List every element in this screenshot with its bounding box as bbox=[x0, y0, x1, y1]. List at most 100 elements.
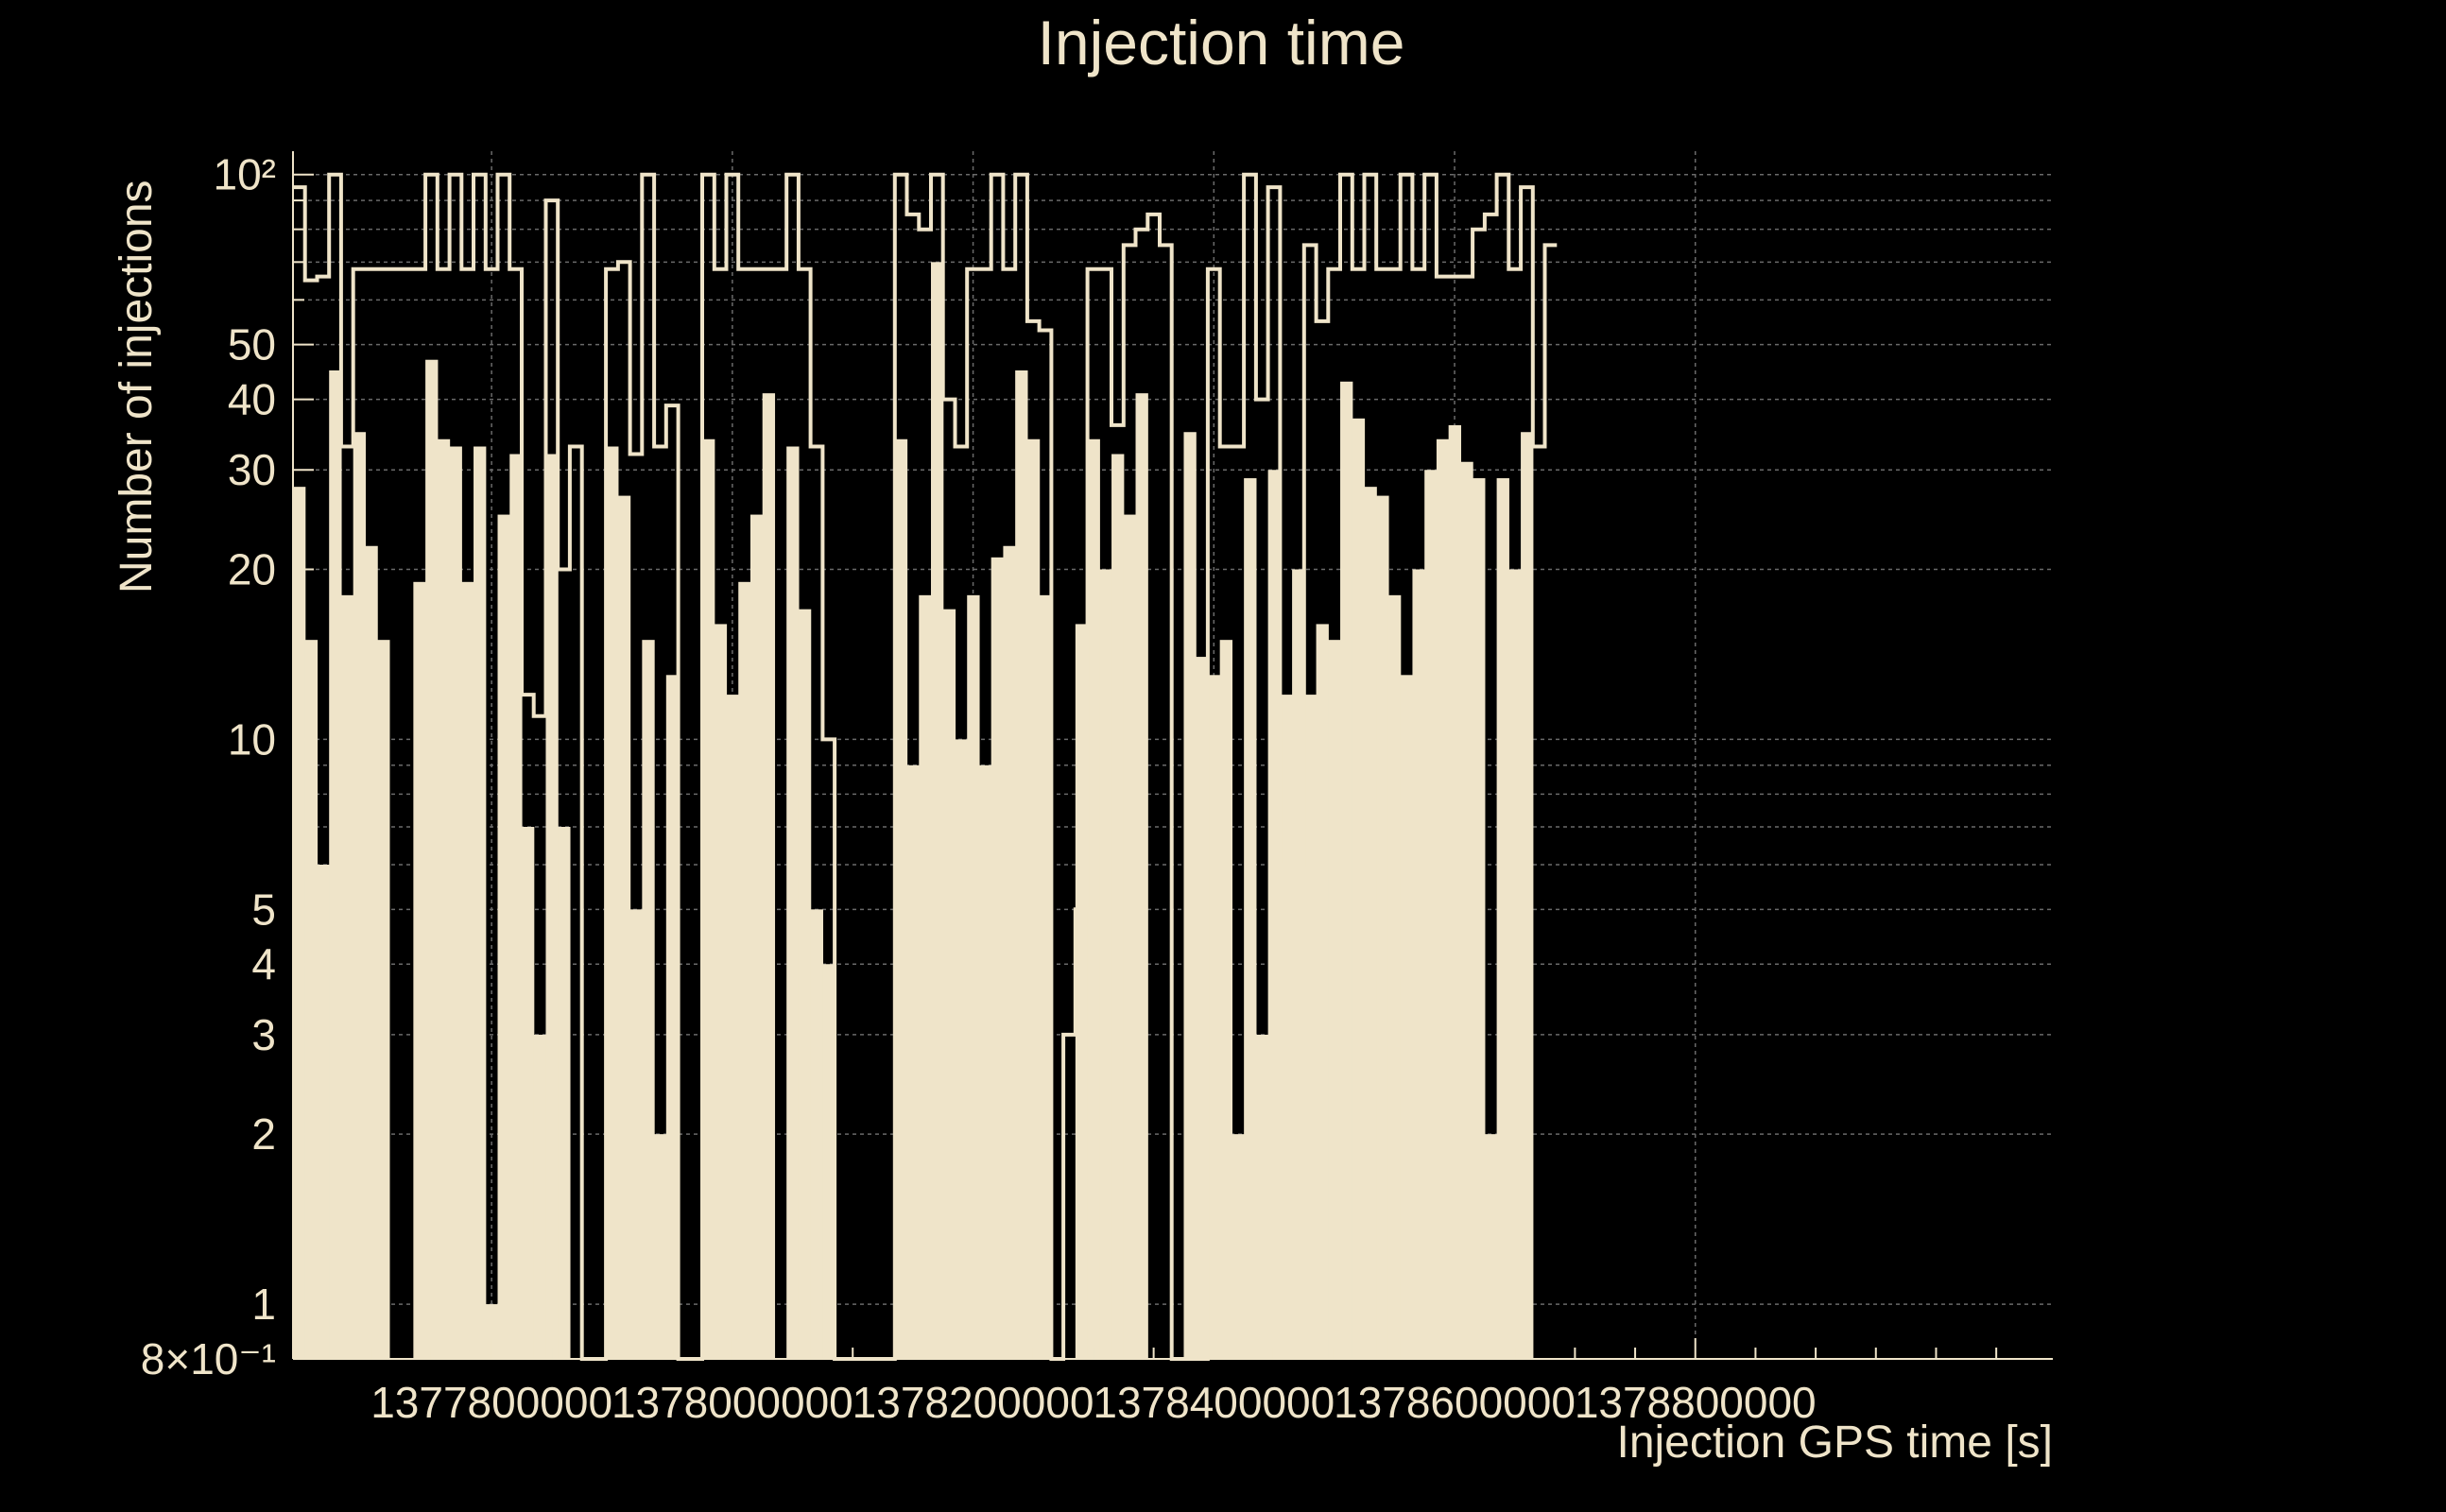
chart-title: Injection time bbox=[1038, 8, 1405, 77]
histogram-bar bbox=[1508, 569, 1522, 1359]
histogram-bar bbox=[1340, 381, 1353, 1359]
histogram-bar bbox=[317, 865, 330, 1359]
histogram-bar bbox=[978, 765, 992, 1359]
y-tick-label: 30 bbox=[228, 445, 276, 494]
x-axis-ticks: 1377800000137800000013782000001378400000… bbox=[310, 1338, 1998, 1427]
histogram-bar bbox=[665, 675, 680, 1359]
histogram-bar bbox=[340, 594, 354, 1359]
histogram-bar bbox=[798, 609, 812, 1359]
histogram-bar bbox=[762, 393, 776, 1360]
histogram-bar bbox=[1232, 1134, 1245, 1359]
histogram-bar bbox=[449, 446, 462, 1359]
y-tick-label: 20 bbox=[228, 544, 276, 593]
histogram-bar bbox=[1436, 438, 1450, 1359]
histogram-bar bbox=[1087, 438, 1100, 1359]
histogram-bar bbox=[1135, 393, 1148, 1360]
histogram-bar bbox=[1364, 487, 1377, 1359]
histogram-bar bbox=[822, 964, 835, 1359]
histogram-bar bbox=[1412, 569, 1425, 1359]
histogram-bar bbox=[1303, 695, 1318, 1359]
x-tick-label: 1378800000 bbox=[1575, 1378, 1817, 1427]
histogram-bar bbox=[413, 581, 426, 1359]
histogram-bar bbox=[293, 487, 306, 1359]
histogram-bar bbox=[1003, 545, 1016, 1359]
histogram-bar bbox=[425, 359, 439, 1359]
histogram-bar bbox=[1219, 640, 1233, 1359]
histogram-bar bbox=[606, 446, 619, 1359]
histogram-bar bbox=[931, 262, 944, 1360]
histogram-bar bbox=[521, 826, 535, 1359]
histogram-bar bbox=[329, 370, 342, 1359]
histogram-bar bbox=[1473, 478, 1486, 1359]
x-tick-label: 1378200000 bbox=[853, 1378, 1094, 1427]
histogram-bar bbox=[1123, 514, 1137, 1359]
y-tick-label: 3 bbox=[251, 1010, 276, 1059]
histogram-bar bbox=[786, 446, 800, 1359]
x-tick-label: 1378000000 bbox=[612, 1378, 853, 1427]
histogram-bar bbox=[304, 640, 319, 1359]
histogram-bar bbox=[906, 765, 920, 1359]
histogram-bar bbox=[1015, 370, 1028, 1359]
histogram-bar bbox=[1424, 470, 1438, 1359]
y-tick-label: 5 bbox=[251, 885, 276, 934]
histogram-bar bbox=[810, 909, 823, 1359]
y-tick-label: 10² bbox=[214, 150, 276, 199]
histogram-bar bbox=[1207, 675, 1221, 1359]
y-tick-label: 8×10⁻¹ bbox=[141, 1334, 276, 1383]
histogram-bar bbox=[1026, 438, 1041, 1359]
histogram-bar bbox=[1352, 418, 1366, 1359]
x-axis-label: Injection GPS time [s] bbox=[1616, 1418, 2053, 1468]
histogram-bar bbox=[1075, 624, 1089, 1359]
histogram-bar bbox=[1196, 657, 1209, 1359]
histogram-bar bbox=[1111, 454, 1125, 1359]
histogram-bar bbox=[1255, 1034, 1269, 1359]
histogram-bar bbox=[1099, 569, 1112, 1359]
y-tick-label: 40 bbox=[228, 375, 276, 424]
histogram-bar bbox=[1183, 432, 1197, 1359]
histogram-bar bbox=[474, 446, 487, 1359]
histogram-bar bbox=[1484, 1134, 1498, 1359]
histogram-bar bbox=[967, 594, 980, 1359]
histogram-bar bbox=[749, 514, 764, 1359]
y-tick-label: 1 bbox=[251, 1280, 276, 1329]
histogram-bar bbox=[1039, 594, 1052, 1359]
plot-frame bbox=[292, 151, 2053, 1360]
filled-histogram bbox=[293, 262, 1534, 1360]
histogram-bar bbox=[642, 640, 655, 1359]
histogram-bar bbox=[629, 909, 643, 1359]
histogram-bar bbox=[1267, 470, 1281, 1359]
histogram-bar bbox=[461, 581, 474, 1359]
histogram-bar bbox=[485, 1304, 499, 1359]
histogram-bar bbox=[365, 545, 378, 1359]
histogram-bar bbox=[738, 581, 751, 1359]
histogram-bar bbox=[377, 640, 390, 1359]
histogram-bar bbox=[714, 624, 728, 1359]
histogram-bar bbox=[1387, 594, 1402, 1359]
histogram-bar bbox=[726, 695, 739, 1359]
histogram-bar bbox=[545, 454, 559, 1359]
histogram-bar bbox=[1292, 569, 1305, 1359]
histogram-bar bbox=[1521, 432, 1534, 1359]
histogram-bar bbox=[1244, 478, 1257, 1359]
histogram-bar bbox=[558, 826, 571, 1359]
histogram-bar bbox=[353, 432, 367, 1359]
histogram-bar bbox=[1280, 695, 1293, 1359]
histogram-bar bbox=[919, 594, 932, 1359]
histogram-bar bbox=[497, 514, 510, 1359]
y-axis-ticks: 10² 50 40 30 20 10 5 4 3 2 1 8×10⁻¹ bbox=[141, 150, 314, 1383]
histogram-bar bbox=[894, 438, 908, 1359]
y-tick-label: 4 bbox=[251, 939, 276, 988]
histogram-bar bbox=[617, 495, 631, 1359]
x-tick-label: 1378400000 bbox=[1093, 1378, 1335, 1427]
x-tick-label: 1378600000 bbox=[1334, 1378, 1576, 1427]
histogram-bar bbox=[1400, 675, 1414, 1359]
histogram-bar bbox=[654, 1134, 667, 1359]
x-tick-label: 1377800000 bbox=[370, 1378, 612, 1427]
histogram-bar bbox=[702, 438, 715, 1359]
histogram-bar bbox=[942, 609, 956, 1359]
outline-histogram bbox=[293, 172, 1558, 1361]
y-tick-label: 2 bbox=[251, 1109, 276, 1159]
histogram-bar bbox=[509, 454, 523, 1359]
y-axis-label: Number of injections bbox=[112, 180, 162, 593]
